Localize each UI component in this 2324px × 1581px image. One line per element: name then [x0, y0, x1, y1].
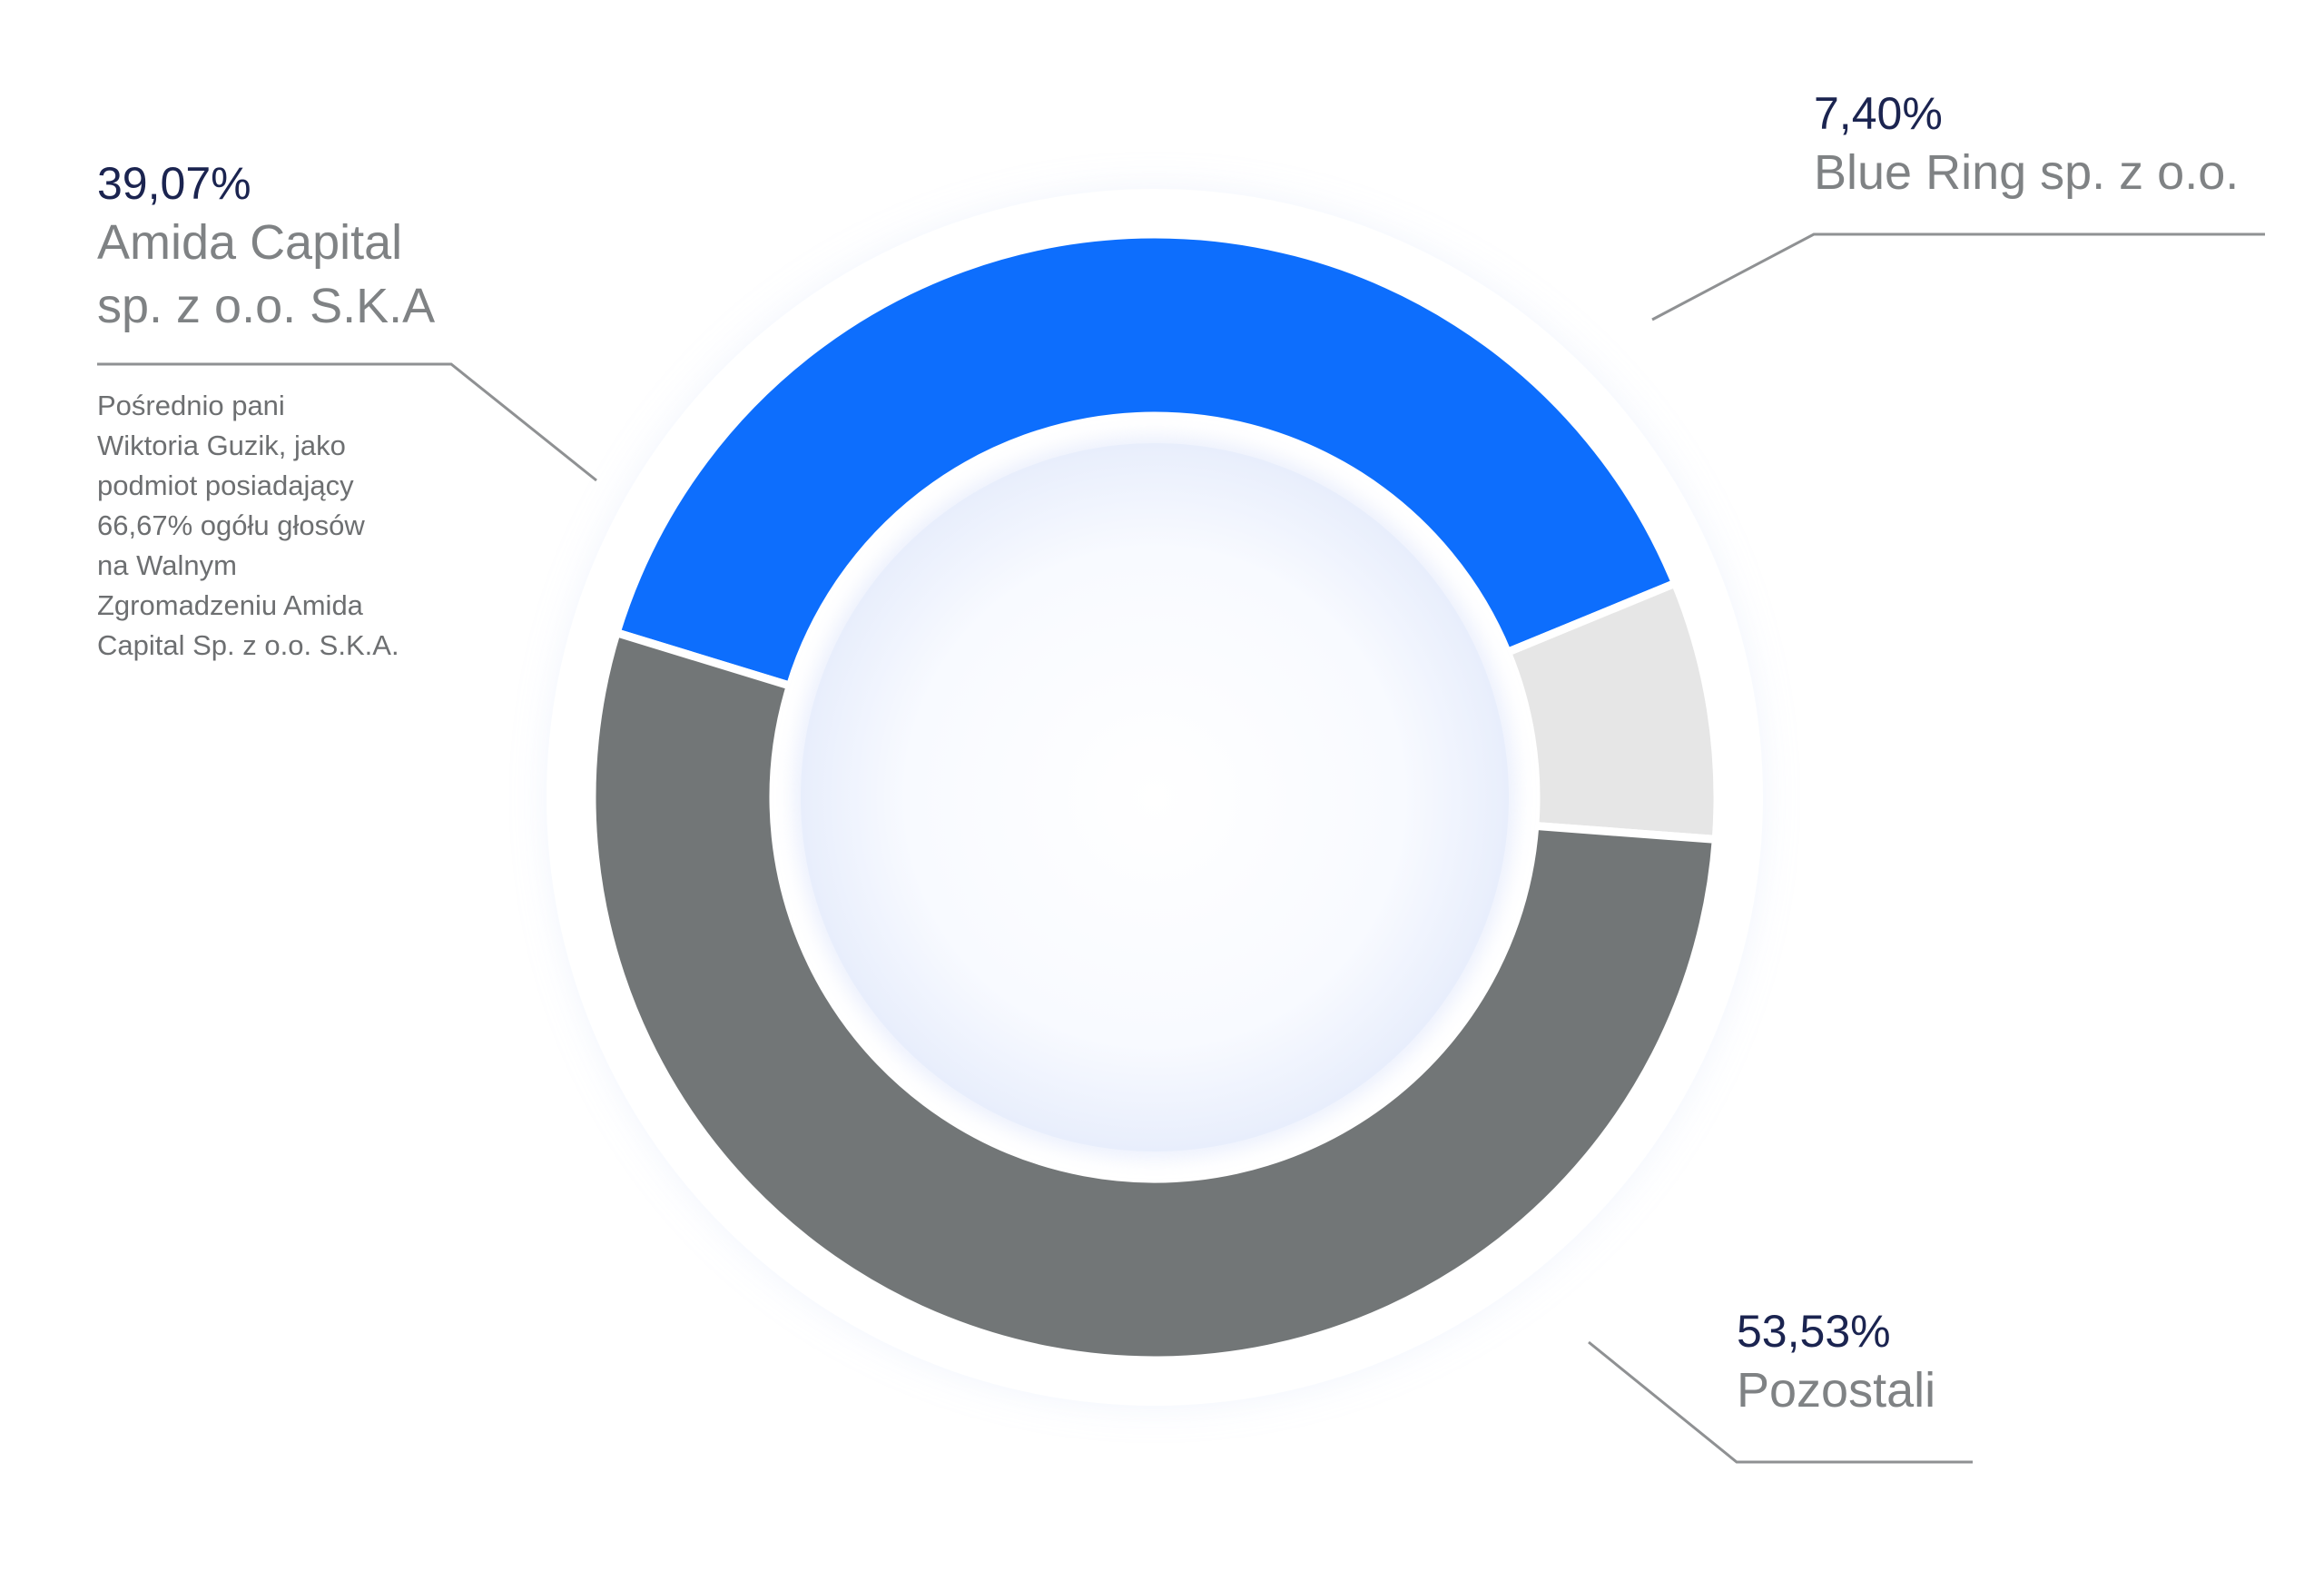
- blue-ring-name: Blue Ring sp. z o.o.: [1814, 145, 2240, 200]
- amida-name-line-2: sp. z o.o. S.K.A: [97, 279, 436, 333]
- segment-pozostali: [587, 627, 1721, 1365]
- label-blue-ring: 7,40% Blue Ring sp. z o.o.: [1814, 86, 2286, 204]
- amida-note-line: Zgromadzeniu Amida: [97, 589, 363, 621]
- donut-segments: [587, 230, 1722, 1365]
- segment-amida-capital: [611, 230, 1681, 691]
- amida-note-line: Capital Sp. z o.o. S.K.A.: [97, 629, 399, 661]
- amida-percent: 39,07%: [97, 158, 251, 209]
- amida-note-line: Wiktoria Guzik, jako: [97, 430, 346, 461]
- leader-line-pozostali: [1588, 1340, 1973, 1464]
- amida-note-line: 66,67% ogółu głosów: [97, 509, 365, 541]
- leader-line-amida: [97, 362, 597, 482]
- pozostali-name: Pozostali: [1737, 1363, 1936, 1418]
- label-pozostali: 53,53% Pozostali: [1737, 1304, 2118, 1422]
- donut-hole: [801, 443, 1509, 1151]
- label-amida-capital: 39,07% Amida Capital sp. z o.o. S.K.A: [97, 156, 478, 338]
- blue-ring-percent: 7,40%: [1814, 88, 1943, 139]
- amida-note-line: na Walnym: [97, 549, 237, 581]
- amida-note-line: podmiot posiadający: [97, 469, 354, 501]
- amida-name-line-1: Amida Capital: [97, 215, 403, 270]
- pozostali-percent: 53,53%: [1737, 1306, 1891, 1357]
- amida-note: Pośrednio pani Wiktoria Guzik, jako podm…: [97, 386, 478, 666]
- amida-note-line: Pośrednio pani: [97, 390, 285, 421]
- leader-line-blue-ring: [1651, 232, 2265, 321]
